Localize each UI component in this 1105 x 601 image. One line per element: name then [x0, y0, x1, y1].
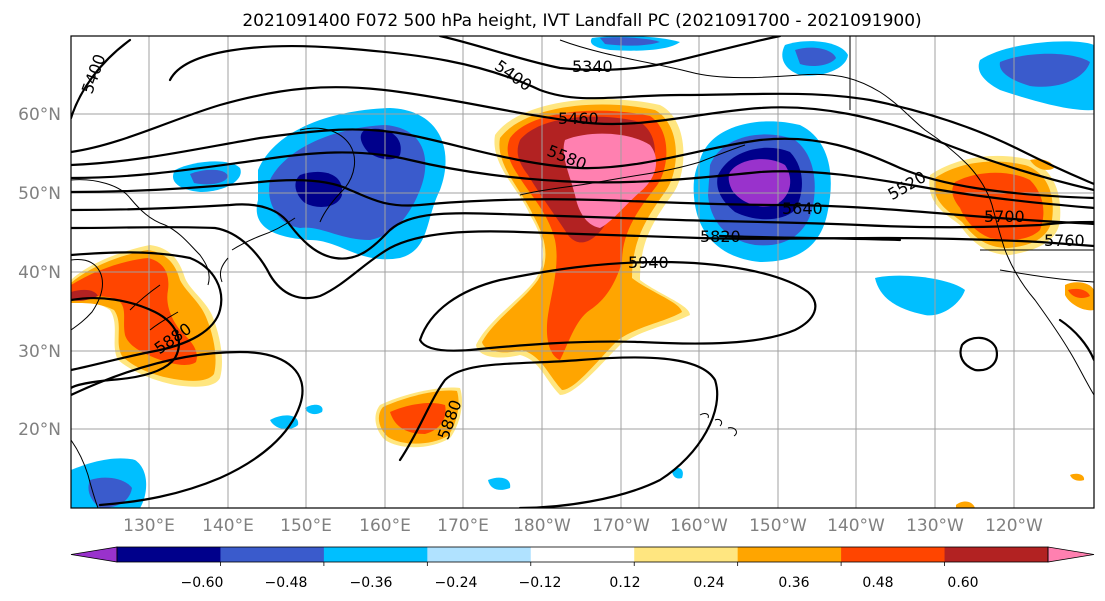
- contour-label: 5760: [1044, 231, 1085, 250]
- negative-blob-tiny-1: [270, 415, 299, 430]
- lon-label: 130°W: [906, 516, 964, 536]
- lon-label: 180°W: [513, 516, 571, 536]
- contour-5880-loop: [71, 350, 304, 507]
- contour-label: 5640: [782, 199, 823, 218]
- colorbar: [70, 546, 1095, 566]
- colorbar-tick-label: 0.60: [947, 575, 978, 591]
- negative-blob-bottomleft-mid: [88, 477, 132, 508]
- contour-label: 5460: [558, 109, 599, 128]
- coast-asia-mainland: [71, 179, 210, 331]
- colorbar-outline: [116, 546, 1049, 563]
- positive-plume-pink: [563, 133, 657, 228]
- colorbar-segment: [530, 547, 635, 562]
- colorbar-tick-label: −0.24: [435, 575, 478, 591]
- negative-blob-top-b-core: [795, 47, 836, 66]
- lon-label: 170°W: [592, 516, 650, 536]
- positive-ne-red: [952, 172, 1044, 240]
- lon-label: 150°W: [749, 516, 807, 536]
- colorbar-extend-max: [1047, 546, 1095, 563]
- lat-label: 40°N: [18, 263, 61, 283]
- colorbar-tick-label: −0.36: [350, 575, 393, 591]
- lat-label: 50°N: [18, 184, 61, 204]
- colorbar-segment: [737, 547, 842, 562]
- longitude-labels: 130°E 140°E 150°E 160°E 170°E 180°W 170°…: [123, 516, 1043, 536]
- lat-label: 30°N: [18, 342, 61, 362]
- colorbar-tick-labels: −0.60 −0.48 −0.36 −0.24 −0.12 0.12 0.24 …: [181, 575, 979, 591]
- height-contours: [71, 36, 1094, 508]
- negative-blob-topright-mid: [999, 53, 1090, 87]
- contour-5520: [71, 128, 1094, 200]
- map-frame: [70, 35, 1095, 509]
- coast-japan: [129, 217, 296, 331]
- coast-philippines: [71, 439, 99, 508]
- coast-hawaii: [699, 413, 737, 437]
- colorbar-tick-label: −0.12: [519, 575, 562, 591]
- colorbar-segment: [323, 547, 428, 562]
- lat-label: 60°N: [18, 105, 61, 125]
- colorbar-tick-label: 0.48: [862, 575, 893, 591]
- negative-blob-tiny-2: [305, 404, 323, 415]
- map-panel: 5400 5400 5340 5460 5580 5520 5640 5700 …: [71, 36, 1094, 508]
- colorbar-segment: [634, 547, 739, 562]
- negative-blob-west-core2: [360, 128, 401, 160]
- lon-label: 160°W: [670, 516, 728, 536]
- contour-label: 5340: [572, 57, 613, 76]
- contour-label: 5940: [628, 253, 669, 272]
- lon-label: 170°E: [437, 516, 489, 536]
- contour-5640: [71, 178, 1094, 226]
- colorbar-segment: [427, 547, 532, 562]
- coast-aleutians: [519, 144, 746, 196]
- colorbar-extend-min: [70, 546, 118, 563]
- contour-5760: [71, 226, 1094, 300]
- contour-5400-center: [168, 45, 1094, 186]
- positive-ne-small-a: [1030, 159, 1054, 170]
- contour-5880-east: [959, 336, 998, 372]
- colorbar-tick-label: −0.48: [265, 575, 308, 591]
- contour-5400-west: [71, 38, 132, 120]
- contour-5880-center: [398, 356, 719, 508]
- colorbar-tick-label: 0.12: [609, 575, 640, 591]
- lon-label: 160°E: [359, 516, 411, 536]
- colorbar-segment: [841, 547, 946, 562]
- positive-bottom-small-a: [956, 501, 975, 508]
- colorbar-tick-label: 0.36: [778, 575, 809, 591]
- colorbar-tick-label: −0.60: [181, 575, 224, 591]
- map-title: 2021091400 F072 500 hPa height, IVT Land…: [242, 11, 921, 31]
- lon-label: 120°W: [985, 516, 1043, 536]
- colorbar-segment: [220, 547, 325, 562]
- negative-blob-tiny-3: [488, 477, 511, 490]
- colorbar-segment: [117, 547, 221, 562]
- contour-5340: [438, 36, 782, 72]
- positive-bottom-small-b: [1070, 473, 1085, 481]
- contour-5940: [418, 260, 817, 352]
- contour-5880-far-east: [1058, 318, 1094, 362]
- coast-na-west: [967, 164, 1094, 396]
- lon-label: 150°E: [280, 516, 332, 536]
- contour-5580: [71, 151, 1094, 210]
- contour-label: 5700: [984, 207, 1025, 226]
- contour-5460: [71, 86, 1094, 192]
- lon-label: 140°E: [202, 516, 254, 536]
- lon-label: 130°E: [123, 516, 175, 536]
- lon-label: 140°W: [827, 516, 885, 536]
- positive-ne-small-c: [1068, 288, 1090, 298]
- lat-label: 20°N: [18, 420, 61, 440]
- contour-5700: [71, 203, 1094, 260]
- latitude-labels: 60°N 50°N 40°N 30°N 20°N: [18, 105, 61, 440]
- negative-blob-east-small: [875, 275, 965, 316]
- colorbar-segment: [944, 547, 1049, 562]
- contour-label: 5820: [700, 227, 741, 246]
- colorbar-tick-label: 0.24: [693, 575, 724, 591]
- negative-blob-small-b: [190, 169, 228, 185]
- contour-5820: [71, 234, 902, 372]
- negative-blob-top-center-core: [600, 37, 660, 46]
- positive-central-red: [390, 402, 446, 434]
